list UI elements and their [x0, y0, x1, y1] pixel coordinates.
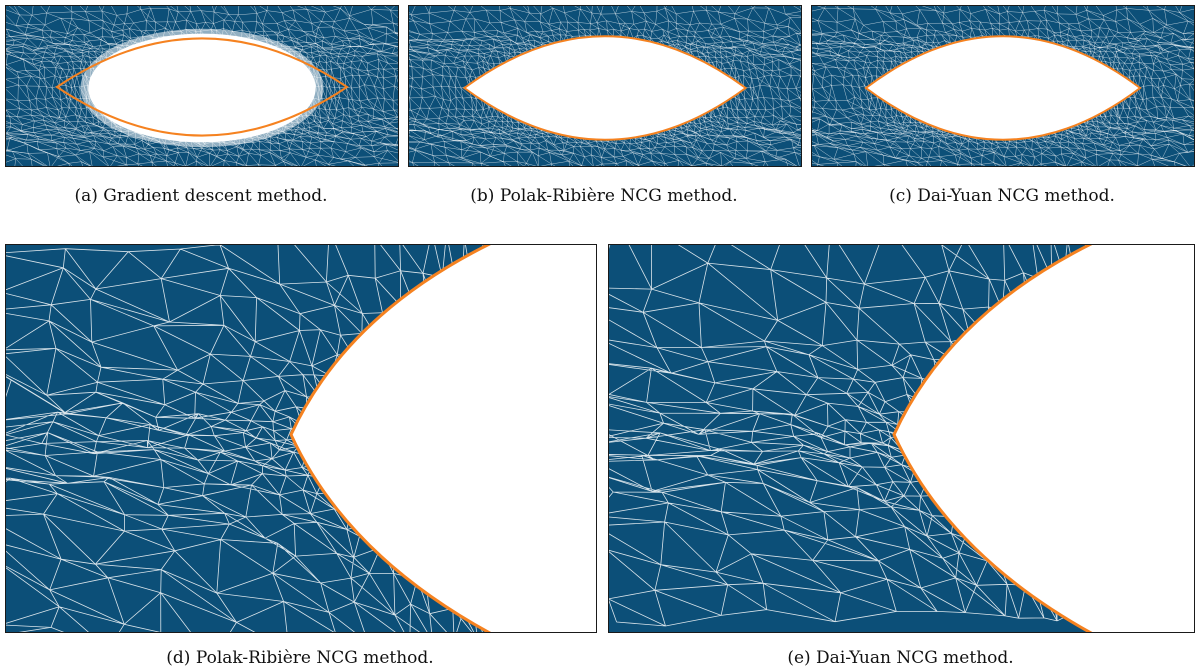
mesh-zoom-panel-dai-yuan [608, 244, 1195, 633]
mesh-panel-dai-yuan [811, 5, 1195, 167]
domain-hole [894, 245, 1194, 632]
mesh-svg-d [6, 245, 596, 632]
mesh-svg-e [609, 245, 1194, 632]
caption-c: (c) Dai-Yuan NCG method. [889, 186, 1115, 206]
domain-hole [291, 245, 596, 632]
domain-hole [865, 36, 1141, 140]
caption-a: (a) Gradient descent method. [74, 186, 328, 206]
target-boundary [864, 35, 1142, 141]
domain-hole [88, 33, 316, 143]
domain-hole [464, 36, 746, 140]
caption-b: (b) Polak-Ribière NCG method. [470, 186, 738, 206]
target-boundary [289, 245, 492, 632]
mesh-panel-polak-ribiere [408, 5, 802, 167]
target-boundary [55, 37, 349, 137]
target-boundary [462, 35, 748, 141]
mesh-svg-a [6, 6, 398, 166]
caption-d: (d) Polak-Ribière NCG method. [166, 648, 434, 668]
mesh-panel-gradient-descent [5, 5, 399, 167]
mesh-zoom-panel-polak-ribiere [5, 244, 597, 633]
target-boundary [892, 245, 1093, 632]
mesh-svg-b [409, 6, 801, 166]
caption-e: (e) Dai-Yuan NCG method. [787, 648, 1014, 668]
mesh-svg-c [812, 6, 1194, 166]
